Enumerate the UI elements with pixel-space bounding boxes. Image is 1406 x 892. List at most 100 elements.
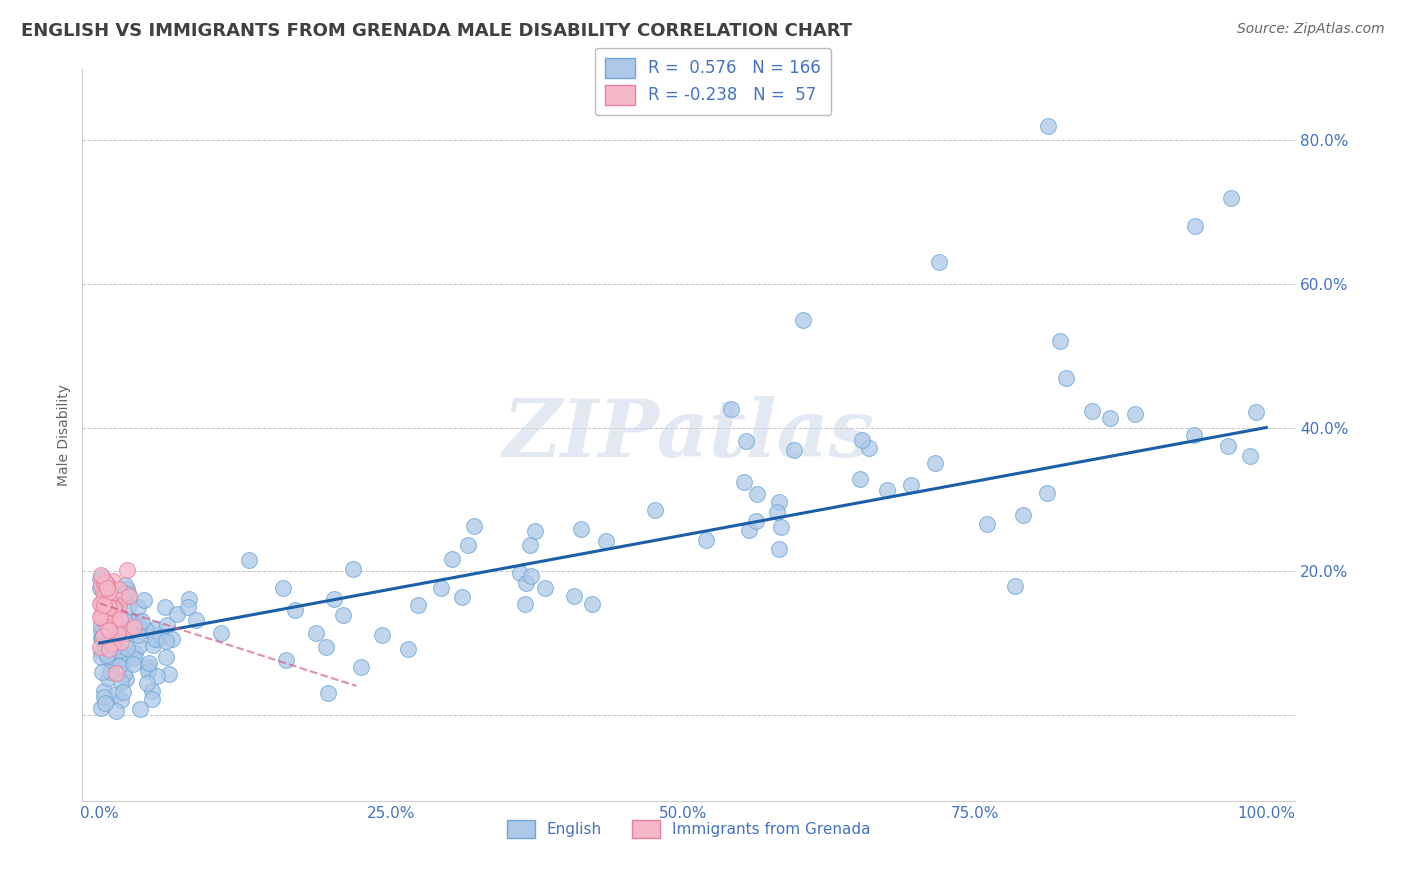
Point <box>735 434 758 449</box>
Point <box>98 615 121 630</box>
Point <box>115 582 138 596</box>
Point <box>122 650 145 665</box>
Point <box>97 607 120 622</box>
Point <box>93 599 115 613</box>
Point <box>117 586 139 600</box>
Point <box>135 624 157 638</box>
Point <box>90 624 112 638</box>
Point <box>89 581 111 595</box>
Point <box>107 642 129 657</box>
Point <box>101 574 124 588</box>
Point <box>1036 486 1059 500</box>
Point <box>89 597 111 611</box>
Point <box>519 538 541 552</box>
Point <box>342 562 364 576</box>
Point <box>121 621 143 635</box>
Point <box>332 607 354 622</box>
Point <box>581 597 603 611</box>
Point <box>96 604 118 618</box>
Point <box>112 613 135 627</box>
Point <box>153 600 176 615</box>
Point <box>114 578 136 592</box>
Point <box>93 602 115 616</box>
Point <box>114 586 136 600</box>
Point <box>93 603 115 617</box>
Y-axis label: Male Disability: Male Disability <box>58 384 72 486</box>
Point <box>103 617 125 632</box>
Point <box>98 627 121 641</box>
Point <box>103 615 125 630</box>
Point <box>115 640 138 655</box>
Point <box>569 522 592 536</box>
Point <box>89 701 111 715</box>
Point <box>103 615 125 629</box>
Point <box>316 686 339 700</box>
Point <box>1184 219 1206 234</box>
Point <box>96 648 118 662</box>
Point <box>93 585 115 599</box>
Point <box>96 597 118 611</box>
Point <box>100 665 122 680</box>
Point <box>90 578 112 592</box>
Point <box>396 642 419 657</box>
Point <box>209 625 232 640</box>
Point <box>274 652 297 666</box>
Point <box>534 581 557 595</box>
Point <box>876 483 898 498</box>
Point <box>135 675 157 690</box>
Point <box>160 632 183 646</box>
Point <box>768 495 790 509</box>
Point <box>96 577 118 591</box>
Point <box>305 626 328 640</box>
Point <box>103 625 125 640</box>
Point <box>371 628 394 642</box>
Point <box>1054 371 1077 385</box>
Point <box>108 582 131 596</box>
Point <box>97 606 120 620</box>
Point <box>733 475 755 490</box>
Point <box>91 570 114 584</box>
Point <box>851 433 873 447</box>
Point <box>100 608 122 623</box>
Point <box>94 696 117 710</box>
Point <box>90 611 112 625</box>
Point <box>110 674 132 689</box>
Point <box>155 650 177 665</box>
Point <box>96 611 118 625</box>
Point <box>114 672 136 686</box>
Point <box>90 618 112 632</box>
Point <box>90 632 112 646</box>
Point <box>90 650 112 665</box>
Point <box>114 667 136 681</box>
Point <box>108 612 131 626</box>
Point <box>103 615 125 629</box>
Point <box>768 542 790 557</box>
Point <box>148 627 170 641</box>
Point <box>96 591 118 606</box>
Point <box>1239 449 1261 463</box>
Point <box>562 589 585 603</box>
Point <box>1004 579 1026 593</box>
Point <box>284 603 307 617</box>
Point <box>1123 407 1146 421</box>
Point <box>783 443 806 458</box>
Point <box>105 602 128 616</box>
Point <box>118 623 141 637</box>
Point <box>89 572 111 586</box>
Point <box>103 613 125 627</box>
Point <box>149 630 172 644</box>
Point <box>112 684 135 698</box>
Point <box>97 671 120 685</box>
Point <box>108 599 131 613</box>
Point <box>451 591 474 605</box>
Point <box>93 684 115 698</box>
Point <box>97 609 120 624</box>
Point <box>112 652 135 666</box>
Point <box>271 581 294 595</box>
Point <box>105 657 128 672</box>
Point <box>115 563 138 577</box>
Point <box>156 618 179 632</box>
Point <box>145 632 167 647</box>
Point <box>93 690 115 705</box>
Point <box>97 641 120 656</box>
